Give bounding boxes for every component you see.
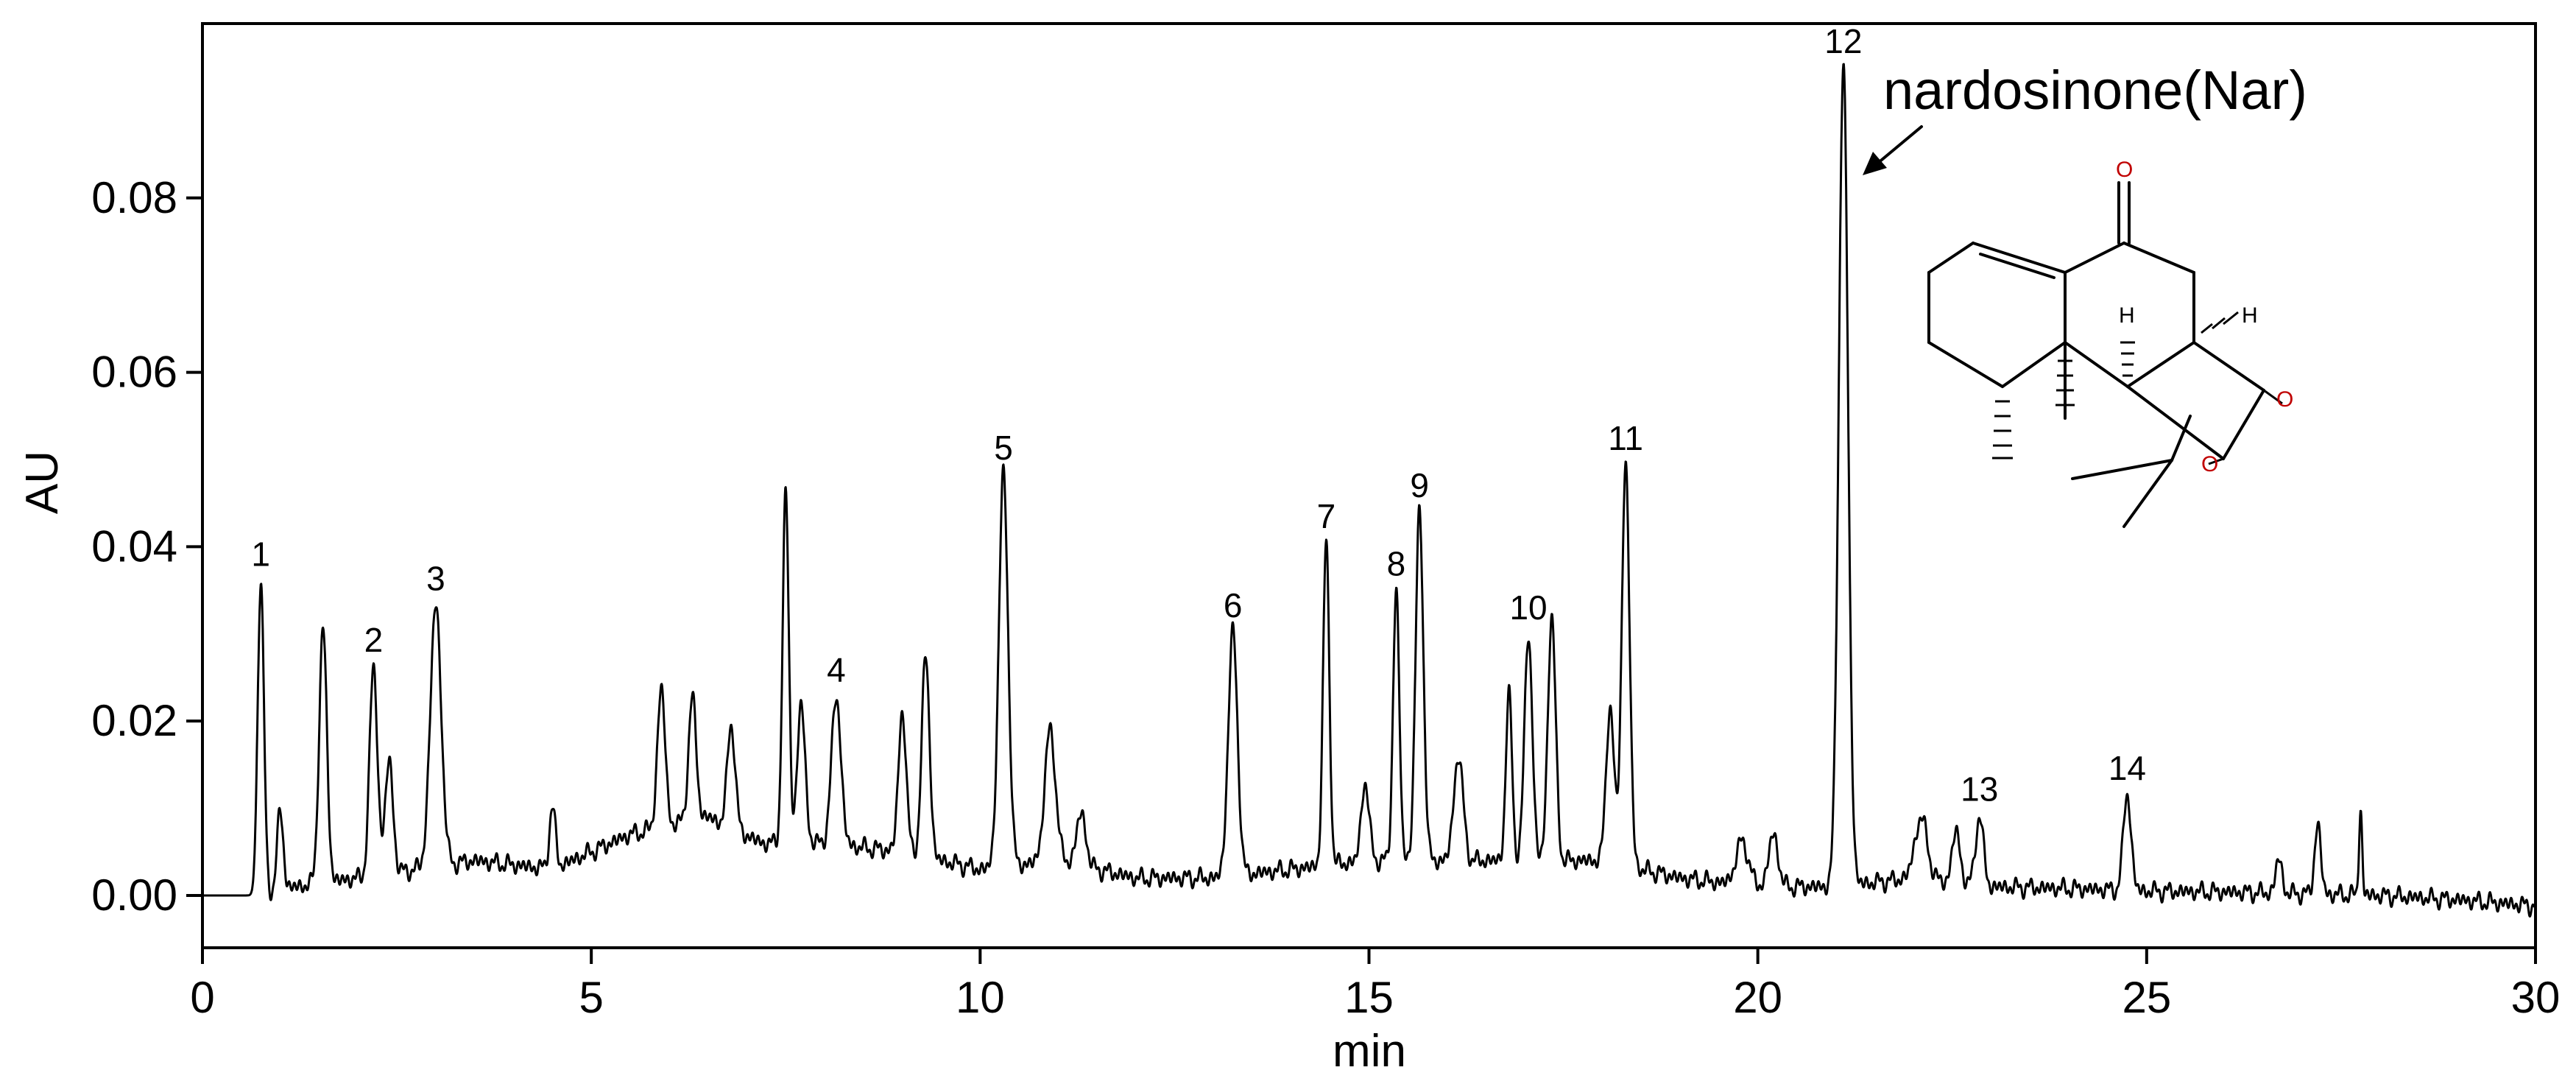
peak-label-11: 11 xyxy=(1608,419,1643,457)
peak-label-9: 9 xyxy=(1410,466,1429,504)
ketone-oxygen: O xyxy=(2116,158,2133,182)
y-tick-label: 0.04 xyxy=(91,521,177,571)
y-axis-title: AU xyxy=(17,451,68,514)
ring-c-bonds xyxy=(2126,341,2283,465)
x-axis-title: min xyxy=(1333,1026,1406,1077)
ketone-bond xyxy=(2117,181,2131,244)
y-tick-label: 0.02 xyxy=(91,696,177,745)
x-tick-label: 10 xyxy=(956,973,1005,1022)
peak-label-6: 6 xyxy=(1224,586,1243,624)
x-tick-label: 15 xyxy=(1344,973,1394,1022)
hydrogen-right: H xyxy=(2242,303,2258,328)
x-tick-label: 20 xyxy=(1733,973,1782,1022)
x-axis-ticks: 0 5 10 15 20 25 30 xyxy=(190,948,2560,1022)
peak-label-13: 13 xyxy=(1961,770,1998,809)
peak-label-1: 1 xyxy=(251,535,270,574)
y-tick-label: 0.00 xyxy=(91,870,177,920)
annotation-arrow xyxy=(1863,125,1923,175)
annotation-text: nardosinone(Nar) xyxy=(1883,60,2307,121)
peak-label-4: 4 xyxy=(827,650,846,689)
peak-label-14: 14 xyxy=(2109,749,2146,787)
peak-label-10: 10 xyxy=(1509,588,1547,627)
peak-label-12: 12 xyxy=(1824,22,1862,60)
peroxide-oxygen-1: O xyxy=(2276,387,2293,412)
chromatogram-trace xyxy=(202,63,2537,918)
peak-label-3: 3 xyxy=(426,559,445,597)
peroxide-oxygen-2: O xyxy=(2201,452,2218,476)
y-axis-ticks: 0.00 0.02 0.04 0.06 0.08 xyxy=(91,173,202,920)
peak-label-8: 8 xyxy=(1387,545,1406,583)
hydrogen-left: H xyxy=(2119,303,2135,328)
gem-dimethyl-bonds xyxy=(2071,415,2192,528)
stereo-bonds xyxy=(1992,311,2239,460)
molecule-structure: O O O xyxy=(1927,158,2293,528)
ring-b-bonds xyxy=(2064,242,2195,388)
peak-label-2: 2 xyxy=(364,621,384,659)
peak-label-7: 7 xyxy=(1317,497,1336,535)
ring-a-bonds xyxy=(1927,242,2067,388)
x-tick-label: 0 xyxy=(190,973,214,1022)
x-tick-label: 30 xyxy=(2511,973,2561,1022)
x-tick-label: 5 xyxy=(579,973,603,1022)
x-tick-label: 25 xyxy=(2122,973,2171,1022)
y-tick-label: 0.06 xyxy=(91,348,177,397)
y-tick-label: 0.08 xyxy=(91,173,177,222)
peak-label-5: 5 xyxy=(994,429,1013,467)
